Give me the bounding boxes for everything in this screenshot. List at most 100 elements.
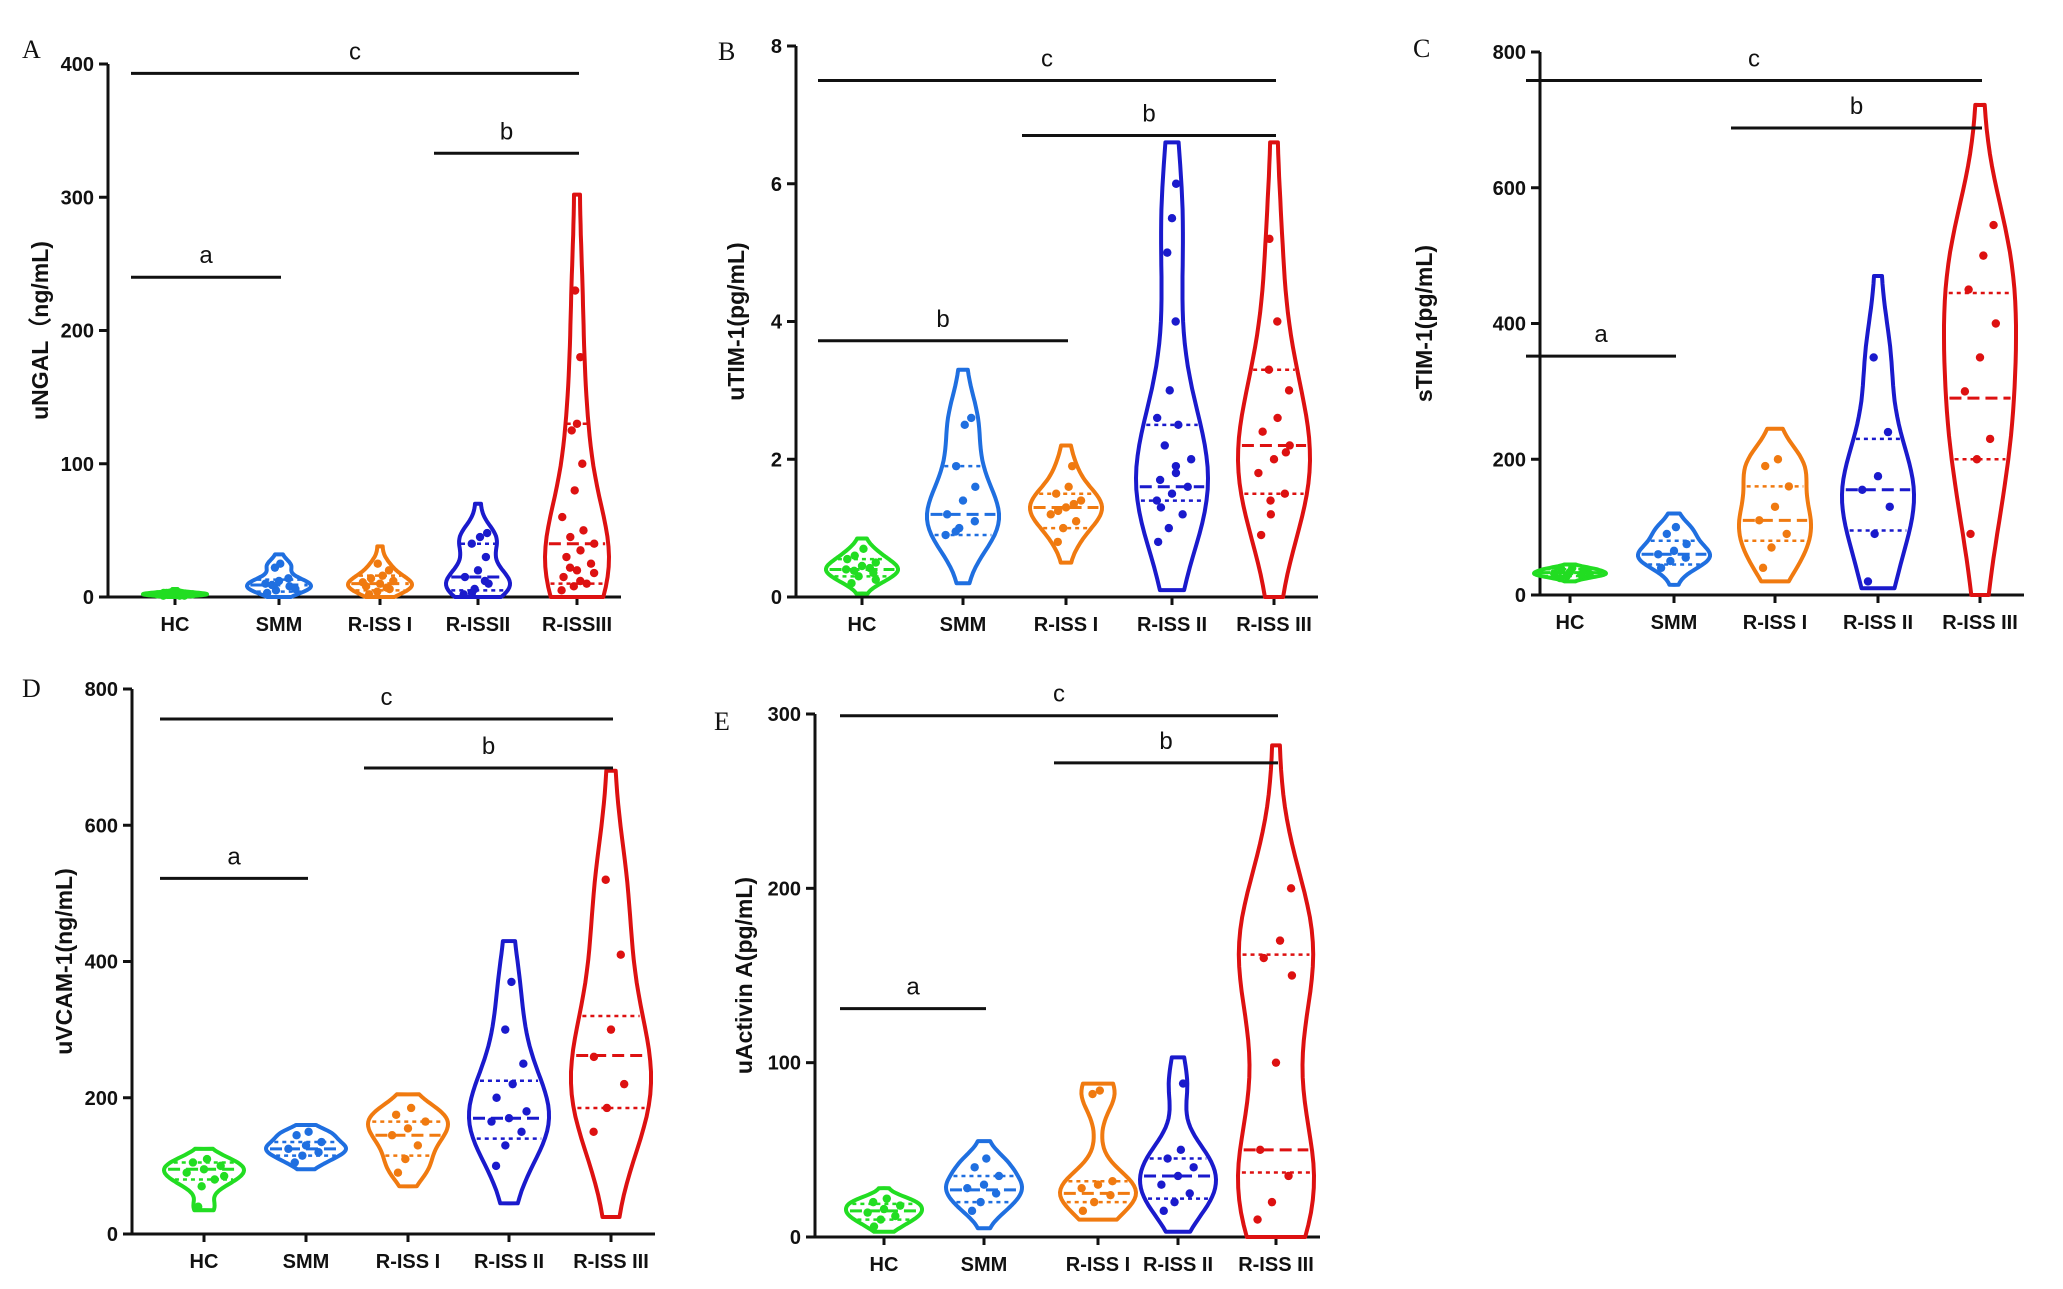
y-tick-label: 0 <box>790 1227 801 1249</box>
y-tick-label: 400 <box>85 952 118 974</box>
data-point <box>1557 565 1566 574</box>
data-point <box>869 1197 878 1207</box>
data-point <box>1285 441 1294 450</box>
significance-label: c <box>1041 45 1053 72</box>
data-point <box>1046 510 1055 519</box>
data-point <box>1095 1086 1105 1095</box>
significance-label: c <box>349 38 361 65</box>
data-point <box>1585 569 1594 579</box>
data-point <box>267 580 277 590</box>
data-point <box>1960 387 1970 396</box>
data-point <box>1108 1177 1117 1186</box>
significance-label: a <box>199 242 213 269</box>
data-point <box>413 1141 423 1150</box>
data-point <box>967 413 976 423</box>
panel-letter-A: A <box>22 35 41 64</box>
data-point <box>314 1148 323 1157</box>
y-tick-label: 0 <box>107 1224 118 1246</box>
data-point <box>403 1124 413 1133</box>
violin-outline <box>162 1146 246 1213</box>
data-point <box>1782 529 1791 539</box>
data-point <box>1157 1180 1166 1189</box>
data-point <box>1885 502 1894 511</box>
data-point <box>181 590 190 599</box>
x-tick-label: R-ISSIII <box>542 614 612 636</box>
data-point <box>387 1131 397 1140</box>
data-point <box>421 1117 430 1126</box>
y-tick-label: 0 <box>771 587 782 609</box>
data-point <box>467 588 477 598</box>
panel-A: A 0 100 200 300 400 uNGAL（ng/mL) HC SMM R-ISS I R-… <box>22 35 621 636</box>
data-point <box>570 286 580 295</box>
data-point <box>522 1107 531 1116</box>
data-point <box>865 563 875 573</box>
y-axis-label: uVCAM-1(ng/mL) <box>51 868 77 1055</box>
data-point <box>1152 413 1162 423</box>
data-point <box>982 1154 991 1163</box>
data-point <box>482 528 492 538</box>
violin-smm <box>925 367 1001 586</box>
data-point <box>373 587 382 596</box>
data-point <box>1173 1171 1183 1181</box>
violin-hc <box>141 587 209 600</box>
x-tick-label: HC <box>870 1254 899 1276</box>
data-point <box>284 1144 293 1154</box>
data-point <box>373 559 382 568</box>
data-point <box>1258 427 1267 436</box>
data-point <box>1189 1163 1198 1172</box>
data-point <box>849 566 859 576</box>
violin-outline <box>1058 1081 1138 1222</box>
y-tick-label: 600 <box>1493 178 1526 200</box>
data-point <box>1266 510 1276 519</box>
violin-hc <box>1532 562 1608 584</box>
data-point <box>1682 539 1691 549</box>
data-point <box>1088 1089 1097 1099</box>
significance-label: a <box>227 843 241 870</box>
x-tick-label: HC <box>1556 612 1585 634</box>
x-tick-label: R-ISS II <box>1137 614 1207 636</box>
data-point <box>1549 569 1559 578</box>
x-tick-label: HC <box>161 614 190 636</box>
data-point <box>971 482 980 491</box>
data-point <box>1155 475 1165 485</box>
data-point <box>276 559 285 568</box>
data-point <box>197 1182 206 1191</box>
violin-outline <box>1236 743 1316 1239</box>
data-point <box>941 530 950 540</box>
data-point <box>153 590 162 599</box>
data-point <box>1160 441 1169 450</box>
data-point <box>1681 553 1690 562</box>
y-tick-label: 400 <box>61 54 94 76</box>
violin-r-iss-i <box>1737 426 1813 584</box>
data-point <box>1076 496 1086 505</box>
data-point <box>216 1161 225 1171</box>
data-point <box>1267 1197 1277 1207</box>
data-point <box>1170 1197 1179 1207</box>
data-point <box>1755 516 1764 525</box>
data-point <box>460 572 470 582</box>
significance-label: b <box>1142 101 1155 128</box>
violin-smm <box>264 1123 348 1172</box>
data-point <box>188 1158 198 1167</box>
data-point <box>562 552 571 562</box>
x-tick-label: HC <box>190 1251 219 1273</box>
y-axis-label: uNGAL（ng/mL) <box>27 241 53 420</box>
violin-outline <box>543 192 611 599</box>
data-point <box>389 576 398 586</box>
data-point <box>566 532 575 542</box>
x-tick-label: R-ISS III <box>573 1251 649 1273</box>
data-point <box>1653 550 1663 559</box>
data-point <box>491 1161 501 1171</box>
data-point <box>501 1141 510 1150</box>
data-point <box>1666 556 1675 566</box>
violin-r-issiii <box>543 192 611 599</box>
significance-label: c <box>381 684 393 711</box>
significance-label: b <box>482 733 495 760</box>
violin-r-iss-i <box>346 544 414 599</box>
data-point <box>1269 455 1279 464</box>
data-point <box>1106 1190 1115 1200</box>
data-point <box>1171 317 1180 326</box>
y-tick-label: 300 <box>768 704 801 726</box>
violin-outline <box>467 939 551 1206</box>
